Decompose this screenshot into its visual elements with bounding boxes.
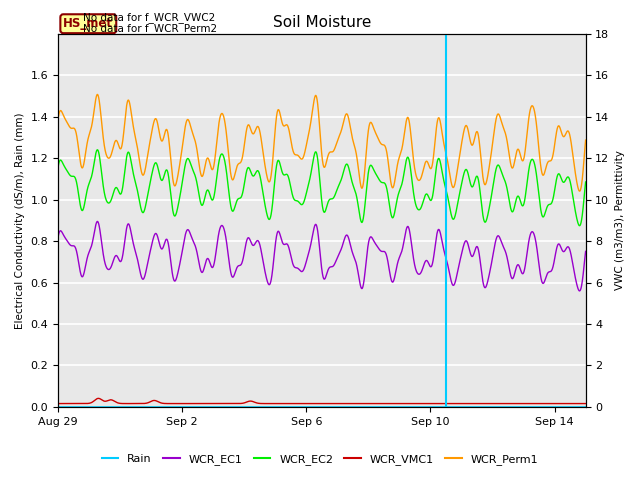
Y-axis label: VWC (m3/m3), Permittivity: VWC (m3/m3), Permittivity	[615, 150, 625, 290]
Text: HS_met: HS_met	[63, 17, 113, 30]
Title: Soil Moisture: Soil Moisture	[273, 15, 371, 30]
Text: No data for f_WCR_VWC2: No data for f_WCR_VWC2	[83, 12, 216, 23]
Y-axis label: Electrical Conductivity (dS/m), Rain (mm): Electrical Conductivity (dS/m), Rain (mm…	[15, 112, 25, 329]
Legend: Rain, WCR_EC1, WCR_EC2, WCR_VMC1, WCR_Perm1: Rain, WCR_EC1, WCR_EC2, WCR_VMC1, WCR_Pe…	[97, 450, 543, 469]
Text: No data for f_WCR_Perm2: No data for f_WCR_Perm2	[83, 23, 218, 34]
